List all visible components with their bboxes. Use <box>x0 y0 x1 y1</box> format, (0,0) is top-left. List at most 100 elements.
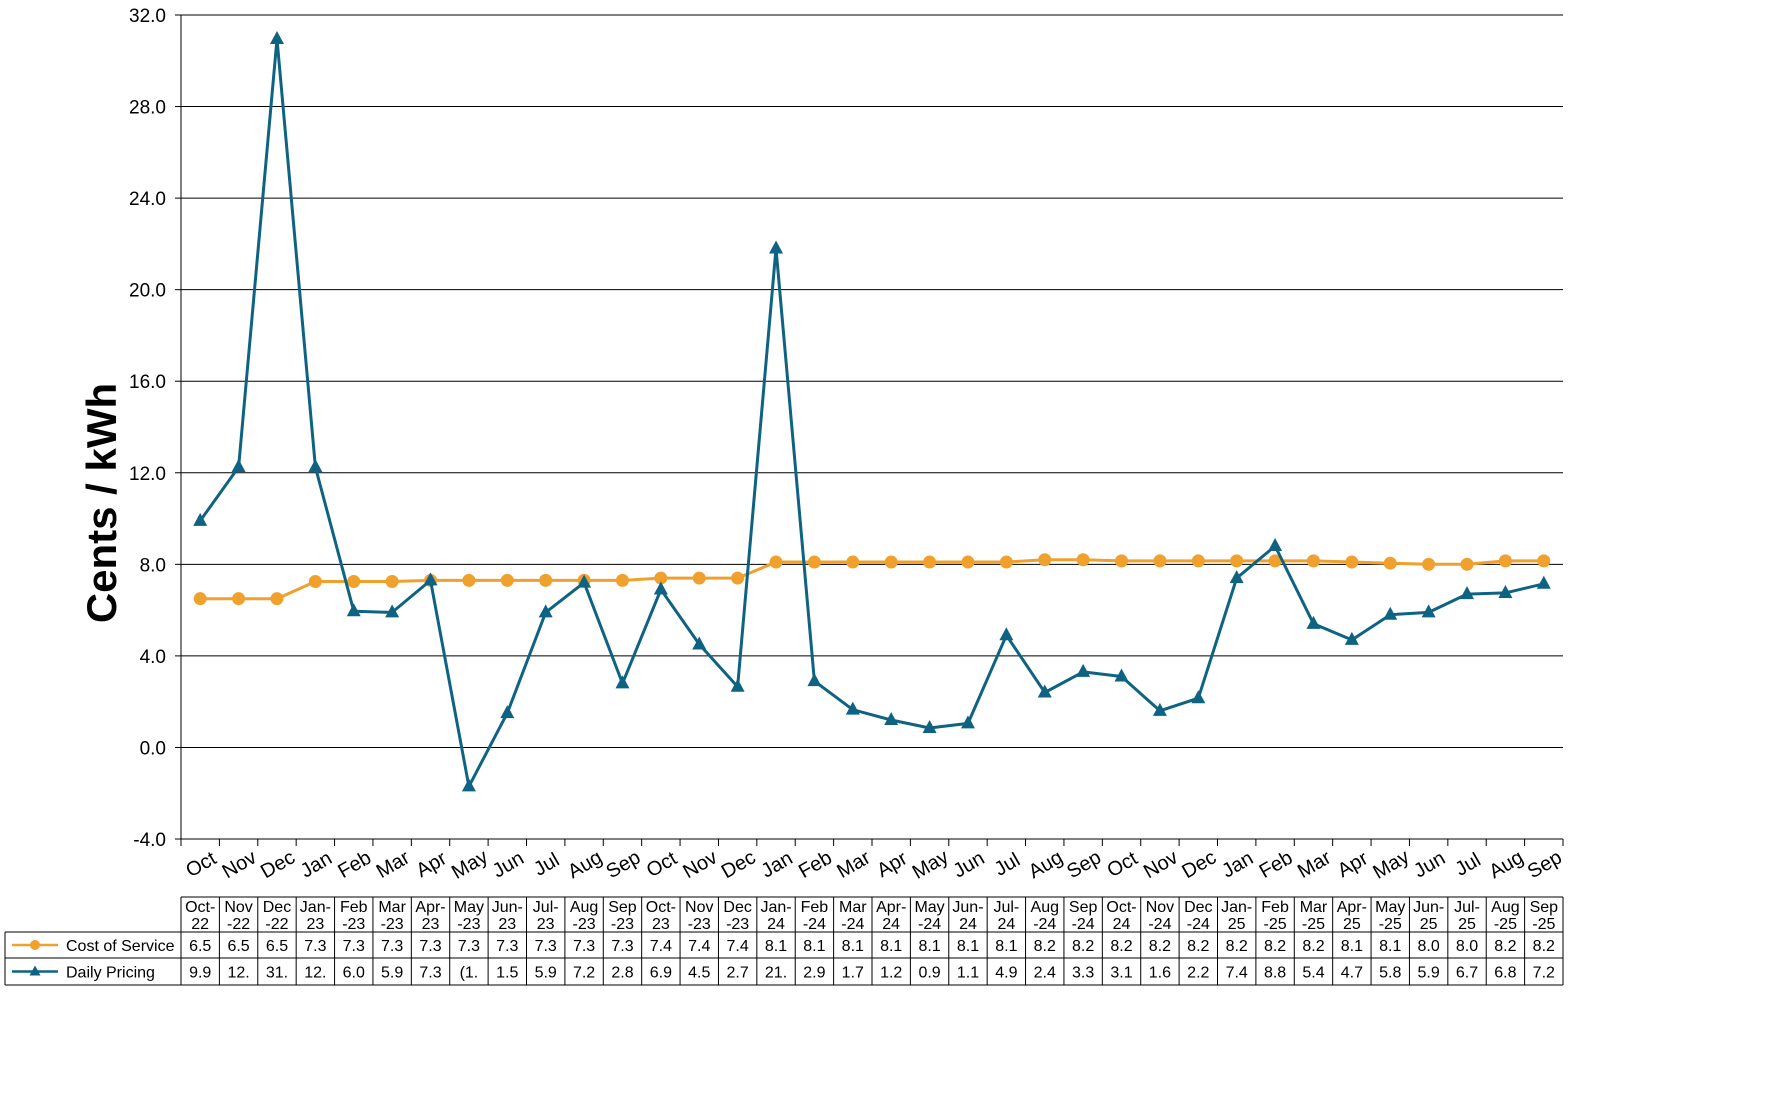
table-header-cell: -24 <box>1033 916 1056 933</box>
x-tick-label: Apr <box>1334 847 1372 882</box>
y-tick-label: 16.0 <box>129 372 166 393</box>
table-value-cell: 2.7 <box>727 965 749 982</box>
table-value-cell: 4.7 <box>1341 965 1363 982</box>
table-header-cell: 25 <box>1228 916 1246 933</box>
table-header-cell: -24 <box>803 916 826 933</box>
table-header-cell: Sep <box>1530 899 1559 916</box>
table-header-cell: Dec <box>263 899 291 916</box>
table-header-cell: 25 <box>1458 916 1476 933</box>
table-value-cell: 5.9 <box>535 965 557 982</box>
table-header-cell: Jan- <box>760 899 791 916</box>
series-1-point <box>193 592 207 606</box>
table-header-cell: Apr- <box>876 899 906 916</box>
y-tick-label: 8.0 <box>140 555 166 576</box>
series-2-point <box>1383 606 1398 620</box>
table-header-cell: Aug <box>570 899 598 916</box>
series-1-point <box>961 555 975 569</box>
series-2-point <box>346 603 361 617</box>
series-2-point <box>922 719 937 733</box>
table-value-cell: 7.3 <box>419 965 441 982</box>
table-header-cell: -24 <box>1148 916 1171 933</box>
table-header-cell: 23 <box>498 916 516 933</box>
x-tick-label: Jul <box>991 849 1024 881</box>
series-2-point <box>1421 604 1436 618</box>
table-header-cell: Aug <box>1491 899 1519 916</box>
table-value-cell: 8.1 <box>765 938 787 955</box>
table-header-cell: Feb <box>801 899 829 916</box>
x-tick-label: Nov <box>1140 846 1182 883</box>
table-header-cell: 25 <box>1343 916 1361 933</box>
table-header-cell: Mar <box>839 899 867 916</box>
table-header-cell: Feb <box>1261 899 1289 916</box>
table-value-cell: 7.4 <box>1226 965 1248 982</box>
table-header-cell: -23 <box>573 916 596 933</box>
table-header-cell: -23 <box>726 916 749 933</box>
series-2-point <box>1460 586 1475 600</box>
x-tick-label: May <box>909 846 953 884</box>
y-tick-label: 32.0 <box>129 6 166 27</box>
table-header-cell: Mar <box>378 899 406 916</box>
x-tick-label: Sep <box>1524 846 1566 883</box>
x-tick-label: Apr <box>873 847 911 882</box>
legend-marker-1 <box>30 940 40 950</box>
series-2-point <box>1229 570 1244 584</box>
series-1-point <box>1076 553 1090 567</box>
x-tick-label: Mar <box>373 846 414 882</box>
table-value-cell: 4.5 <box>688 965 710 982</box>
table-value-cell: 8.2 <box>1302 938 1324 955</box>
table-header-cell: Nov <box>685 899 713 916</box>
table-header-cell: -25 <box>1302 916 1325 933</box>
table-header-cell: -25 <box>1264 916 1287 933</box>
table-value-cell: 7.3 <box>611 938 633 955</box>
table-value-cell: 31. <box>266 965 288 982</box>
table-value-cell: 7.3 <box>496 938 518 955</box>
x-tick-label: Dec <box>718 846 760 883</box>
table-header-cell: -23 <box>457 916 480 933</box>
x-tick-label: Oct <box>182 847 220 882</box>
table-value-cell: 1.5 <box>496 965 518 982</box>
series-line-1 <box>200 558 1544 601</box>
x-tick-label: Jun <box>950 847 989 882</box>
table-value-cell: 6.0 <box>343 965 365 982</box>
y-tick-label: 12.0 <box>129 464 166 485</box>
table-value-cell: 5.4 <box>1302 965 1324 982</box>
table-header-cell: Nov <box>1146 899 1174 916</box>
table-value-cell: 8.1 <box>918 938 940 955</box>
y-axis-label: Cents / kWh <box>78 383 125 623</box>
series-2-point <box>231 459 246 473</box>
table-value-cell: 8.1 <box>995 938 1017 955</box>
series-2-point <box>385 604 400 618</box>
x-tick-label: Apr <box>413 847 451 882</box>
table-value-cell: 7.3 <box>381 938 403 955</box>
table-value-cell: 9.9 <box>189 965 211 982</box>
table-value-cell: 7.2 <box>573 965 595 982</box>
table-header-cell: Jan- <box>1221 899 1252 916</box>
series-2-point <box>807 673 822 687</box>
series-1-point <box>385 575 399 588</box>
table-header-cell: Apr- <box>415 899 445 916</box>
table-value-cell: 1.7 <box>842 965 864 982</box>
table-value-cell: (1. <box>460 965 479 982</box>
table-value-cell: 3.3 <box>1072 965 1094 982</box>
series-1-point <box>999 555 1013 569</box>
x-tick-label: Mar <box>1294 846 1335 882</box>
series-2-point <box>615 675 630 689</box>
series-2-point <box>577 574 592 588</box>
table-header-cell: 24 <box>882 916 900 933</box>
table-header-cell: -22 <box>265 916 288 933</box>
x-tick-label: Jul <box>530 849 563 881</box>
table-value-cell: 6.5 <box>189 938 211 955</box>
series-1-point <box>1306 554 1320 568</box>
table-value-cell: 5.9 <box>381 965 403 982</box>
table-value-cell: 7.4 <box>727 938 749 955</box>
series-1-point <box>1038 553 1052 567</box>
table-value-cell: 7.3 <box>535 938 557 955</box>
table-header-cell: May <box>454 899 484 916</box>
x-tick-label: Jan <box>758 847 797 882</box>
table-header-cell: May <box>914 899 944 916</box>
table-header-cell: -25 <box>1532 916 1555 933</box>
table-header-cell: -23 <box>381 916 404 933</box>
series-1-point <box>846 555 860 569</box>
